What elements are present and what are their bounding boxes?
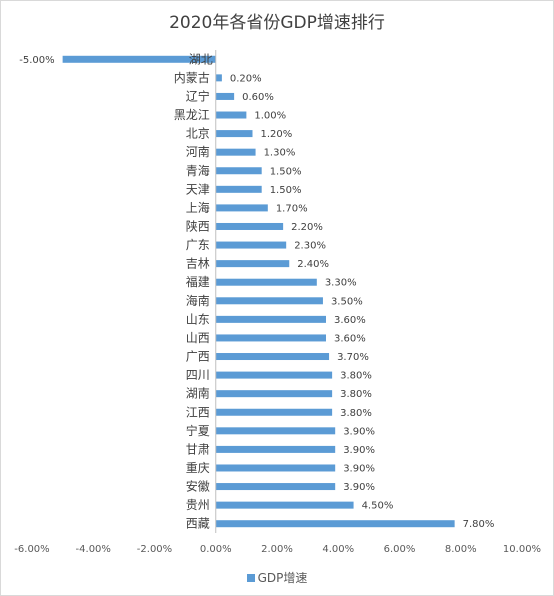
bar	[215, 185, 262, 193]
x-tick-label: -6.00%	[14, 544, 49, 555]
category-label: 青海	[186, 163, 210, 178]
data-label: 1.20%	[261, 129, 293, 140]
category-label: 吉林	[186, 257, 210, 271]
category-label: 甘肃	[186, 442, 210, 456]
data-label: 1.30%	[264, 148, 296, 159]
bar	[215, 222, 284, 230]
category-label: 广东	[186, 238, 210, 252]
data-label: 3.80%	[340, 389, 372, 400]
bar	[215, 260, 290, 268]
bar	[215, 315, 326, 323]
category-label: 贵州	[186, 498, 210, 512]
category-label: 山东	[186, 312, 210, 326]
bar	[215, 390, 333, 398]
bar	[215, 334, 326, 342]
data-label: 2.40%	[297, 259, 329, 270]
data-label: 3.80%	[340, 408, 372, 419]
data-label: 3.60%	[334, 315, 366, 326]
data-label: 4.50%	[362, 501, 394, 512]
data-label: 1.00%	[254, 111, 286, 122]
category-label: 四川	[186, 368, 210, 382]
bar	[215, 167, 262, 175]
x-tick-label: 2.00%	[261, 544, 293, 555]
bar	[215, 148, 256, 156]
data-label: 0.20%	[230, 73, 262, 84]
x-tick-label: -4.00%	[76, 544, 111, 555]
legend-label: GDP增速	[257, 571, 308, 585]
x-tick-label: 0.00%	[200, 544, 232, 555]
category-label: 内蒙古	[174, 70, 210, 85]
bar	[215, 353, 330, 361]
category-label: 福建	[186, 274, 210, 289]
bar	[215, 92, 235, 100]
bar	[215, 297, 323, 305]
data-label: 3.80%	[340, 371, 372, 382]
bar	[215, 408, 333, 416]
data-label: 3.30%	[325, 278, 357, 289]
x-tick-label: -2.00%	[137, 544, 172, 555]
data-label: 2.20%	[291, 222, 323, 233]
x-tick-label: 10.00%	[503, 544, 541, 555]
data-label: 7.80%	[463, 519, 495, 530]
bar	[215, 111, 247, 119]
bar	[215, 520, 455, 528]
bar	[215, 501, 354, 509]
category-label: 天津	[186, 182, 210, 196]
data-label: 0.60%	[242, 92, 274, 103]
category-label: 上海	[186, 200, 210, 215]
category-label: 北京	[186, 127, 210, 141]
data-label: 3.90%	[343, 463, 375, 474]
data-label: 1.50%	[270, 166, 302, 177]
bar	[215, 130, 253, 138]
category-label: 安徽	[186, 479, 210, 494]
data-label: -5.00%	[19, 55, 54, 66]
bar	[215, 445, 336, 453]
category-label: 陕西	[186, 218, 210, 233]
category-label: 重庆	[186, 461, 210, 475]
category-label: 湖北	[189, 51, 213, 66]
category-label: 宁夏	[186, 423, 210, 438]
bar	[215, 483, 336, 491]
x-tick-label: 4.00%	[322, 544, 354, 555]
category-label: 江西	[186, 405, 210, 419]
data-label: 3.90%	[343, 482, 375, 493]
data-label: 3.70%	[337, 352, 369, 363]
category-label: 西藏	[186, 517, 210, 531]
category-label: 山西	[186, 331, 210, 345]
chart-title: 2020年各省份GDP增速排行	[169, 13, 385, 33]
category-label: 广西	[186, 350, 210, 364]
bar	[215, 278, 317, 286]
x-tick-label: 6.00%	[384, 544, 416, 555]
bar	[215, 371, 333, 379]
data-label: 3.50%	[331, 296, 363, 307]
data-label: 1.50%	[270, 185, 302, 196]
bar	[62, 55, 216, 63]
data-label: 3.90%	[343, 426, 375, 437]
category-label: 河南	[186, 144, 210, 159]
data-label: 2.30%	[294, 241, 326, 252]
x-tick-label: 8.00%	[445, 544, 477, 555]
bar	[215, 241, 287, 249]
category-label: 海南	[186, 293, 210, 308]
bar	[215, 204, 268, 212]
legend: GDP增速	[0, 569, 554, 586]
category-label: 湖南	[186, 386, 210, 401]
data-label: 1.70%	[276, 203, 308, 214]
category-label: 黑龙江	[174, 108, 210, 122]
category-label: 辽宁	[186, 88, 210, 103]
legend-swatch	[246, 574, 255, 582]
bar	[215, 427, 336, 435]
data-label: 3.60%	[334, 333, 366, 344]
bar	[215, 74, 222, 82]
data-label: 3.90%	[343, 445, 375, 456]
bar	[215, 464, 336, 472]
